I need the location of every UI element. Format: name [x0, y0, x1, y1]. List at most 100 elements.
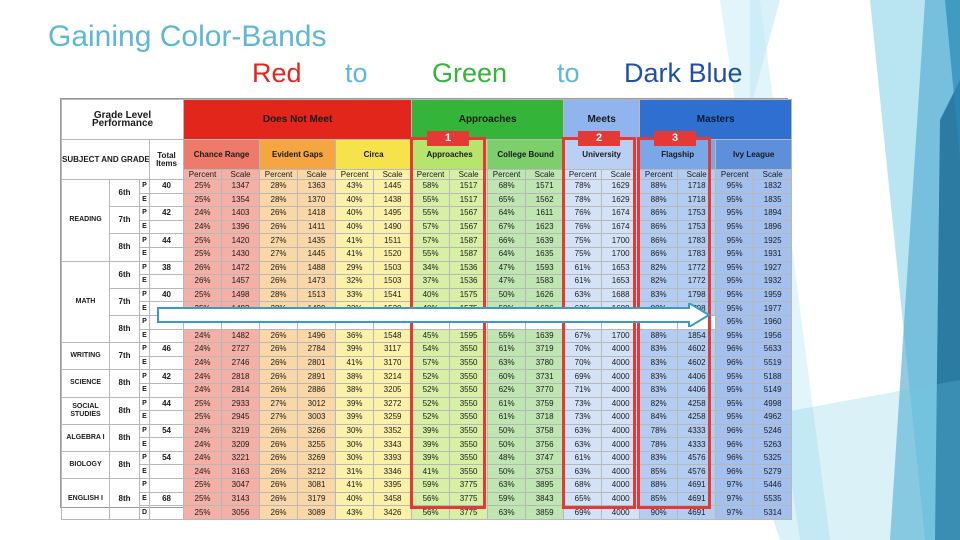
test-type-cell: P [139, 314, 150, 330]
value-cell: 95% [715, 301, 755, 316]
value-cell: 1925 [753, 233, 793, 248]
group-does-not-meet: Does Not Meet [183, 99, 413, 140]
value-cell: 1639 [525, 328, 565, 344]
table-row: E 25% 2945 27% 3003 39% 3259 52% 3550 61% 3718 73% 4… [62, 410, 793, 425]
value-cell: 3272 [373, 396, 413, 412]
value-cell: 1932 [753, 274, 793, 289]
test-type-cell: P [139, 369, 150, 384]
total-items-cell: 68 [148, 491, 185, 507]
total-items-cell: 40 [148, 287, 185, 303]
test-type-cell: E [139, 355, 150, 371]
subtitle-green: Green [432, 58, 508, 88]
value-cell: 55% [411, 192, 451, 208]
grade-cell: 6th [109, 260, 140, 289]
value-cell: 3346 [373, 464, 413, 480]
total-items-cell: 44 [148, 396, 185, 412]
value-cell: 3056 [221, 505, 261, 520]
value-cell: 64% [487, 246, 527, 262]
value-cell: 25% [183, 478, 223, 493]
value-cell: 86% [639, 233, 679, 248]
test-type-cell: P [139, 179, 150, 194]
value-cell: 4000 [601, 382, 641, 398]
value-cell: 1927 [753, 260, 793, 276]
band-university: University [563, 139, 641, 170]
performance-table: Grade Level Performance Does Not Meet Ap… [60, 99, 793, 520]
value-cell: 25% [183, 396, 223, 412]
table-row: SCIENCE 8th P 42 24% 2818 26% 2891 38% 3214 52% 355… [61, 369, 793, 398]
value-cell: 24% [183, 206, 223, 221]
value-cell: 3395 [373, 478, 413, 493]
grade-level-performance-header: Grade Level Performance [60, 99, 185, 140]
value-cell: 83% [639, 342, 679, 357]
scale-header-3: Scale [373, 169, 413, 180]
value-cell: 24% [183, 328, 223, 344]
value-cell: 61% [487, 410, 527, 425]
value-cell: 1587 [449, 233, 489, 248]
value-cell: 26% [259, 464, 299, 480]
value-cell: 1457 [221, 274, 261, 289]
value-cell: 24% [183, 423, 223, 439]
value-cell: 24% [183, 437, 223, 452]
value-cell: 28% [259, 179, 299, 194]
value-cell: 43% [335, 505, 375, 520]
value-cell: 3214 [373, 369, 413, 384]
value-cell: 78% [563, 179, 603, 194]
value-cell: 26% [259, 450, 299, 466]
test-type-cell: E [139, 464, 150, 480]
value-cell: 3205 [373, 382, 413, 398]
value-cell: 30% [335, 423, 375, 439]
value-cell: 1593 [525, 260, 565, 276]
value-cell: 1473 [297, 274, 337, 289]
value-cell: 27% [259, 396, 299, 412]
value-cell: 3731 [525, 369, 565, 384]
value-cell: 1798 [677, 287, 717, 303]
value-cell: 47% [487, 260, 527, 276]
value-cell: 2814 [221, 382, 261, 398]
value-cell: 95% [715, 219, 755, 235]
value-cell: 3719 [525, 342, 565, 357]
value-cell: 4576 [677, 464, 717, 480]
band-circa: Circa [335, 139, 413, 170]
table-row: ENGLISH I 8th P 25% 3047 26% 3081 41% 3395 59% 377… [61, 478, 793, 520]
value-cell: 95% [715, 233, 755, 248]
value-cell: 60% [487, 369, 527, 384]
value-cell: 5535 [753, 491, 793, 507]
value-cell: 95% [715, 314, 755, 330]
band-chance-range: Chance Range [183, 139, 261, 170]
value-cell: 84% [639, 410, 679, 425]
total-items-cell [148, 246, 185, 262]
value-cell: 95% [715, 287, 755, 303]
value-cell: 1753 [677, 206, 717, 221]
value-cell: 1511 [373, 233, 413, 248]
value-cell: 3352 [373, 423, 413, 439]
subject-cell: WRITING [61, 342, 110, 371]
value-cell: 26% [259, 382, 299, 398]
value-cell: 39% [335, 396, 375, 412]
value-cell: 1445 [297, 246, 337, 262]
value-cell: 4333 [677, 423, 717, 439]
grade-cell: 8th [109, 478, 140, 520]
total-items-cell [148, 219, 185, 235]
value-cell: 5314 [753, 505, 793, 520]
value-cell: 27% [259, 233, 299, 248]
value-cell: 26% [183, 260, 223, 276]
grade-cell: 6th [109, 178, 140, 208]
value-cell: 3550 [449, 410, 489, 425]
total-items-cell: 42 [148, 206, 185, 221]
value-cell: 40% [335, 491, 375, 507]
band-evident-gaps: Evident Gaps [259, 139, 337, 170]
test-type-cell: P [139, 287, 150, 303]
value-cell: 5279 [753, 464, 793, 480]
table-row: E 24% 3209 26% 3255 30% 3343 39% 3550 50% 3756 63% 4… [62, 437, 793, 452]
value-cell: 70% [563, 355, 603, 371]
value-cell: 3212 [297, 464, 337, 480]
value-cell: 1496 [297, 328, 337, 344]
value-cell: 68% [487, 179, 527, 194]
value-cell: 61% [487, 396, 527, 412]
value-cell: 78% [639, 437, 679, 452]
value-cell: 3047 [221, 478, 261, 493]
subtitle-to-1: to [345, 58, 368, 88]
value-cell: 96% [715, 450, 755, 466]
value-cell: 95% [715, 369, 755, 384]
test-type-cell: P [139, 396, 150, 412]
